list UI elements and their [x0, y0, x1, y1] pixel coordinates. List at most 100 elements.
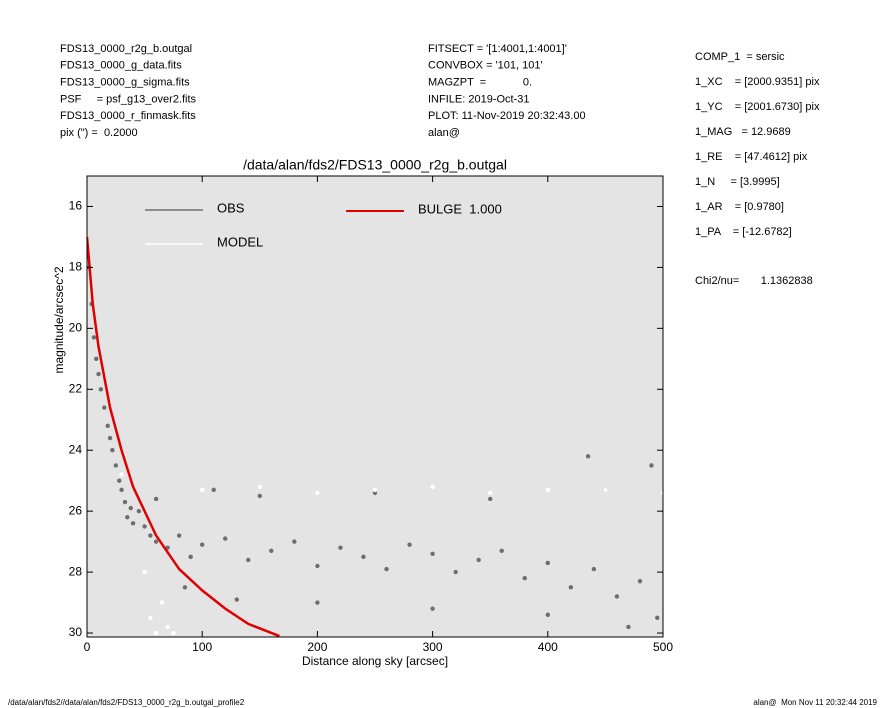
- data-point: [176, 533, 182, 538]
- data-point: [200, 542, 205, 547]
- data-point: [148, 615, 153, 621]
- data-point: [153, 539, 159, 544]
- header-center-line: PLOT: 11-Nov-2019 20:32:43.00: [428, 110, 586, 122]
- data-point: [614, 594, 620, 599]
- header-left-line: FDS13_0000_g_sigma.fits: [60, 77, 190, 89]
- y-tick-label: 24: [69, 442, 83, 456]
- plot-frame: [86, 175, 664, 638]
- data-point: [159, 600, 165, 605]
- x-tick-label: 0: [84, 640, 91, 654]
- data-point: [372, 490, 378, 496]
- data-point: [98, 387, 104, 392]
- data-point: [407, 542, 412, 547]
- data-point: [128, 505, 133, 511]
- data-point: [430, 551, 435, 557]
- header-right-line: 1_RE = [47.4612] pix: [695, 151, 808, 163]
- header-center-line: FITSECT = '[1:4001,1:4001]': [428, 43, 567, 55]
- header-right-line: 1_XC = [2000.9351] pix: [695, 76, 820, 88]
- data-point: [182, 585, 188, 590]
- data-point: [545, 487, 550, 493]
- data-point: [338, 545, 343, 550]
- data-point: [142, 524, 147, 529]
- chi2-text: Chi2/nu= 1.1362838: [695, 275, 813, 287]
- data-point: [119, 487, 124, 493]
- data-point: [188, 554, 193, 560]
- data-point: [522, 575, 527, 581]
- header-left-line: FDS13_0000_g_data.fits: [60, 60, 182, 72]
- data-point: [125, 515, 130, 520]
- legend-label: MODEL: [217, 234, 263, 249]
- plot-background: [87, 176, 663, 637]
- data-point: [165, 624, 170, 630]
- data-point: [585, 454, 591, 459]
- legend-label: OBS: [217, 200, 245, 215]
- data-point: [142, 569, 147, 575]
- data-point: [171, 630, 176, 636]
- data-point: [153, 630, 159, 636]
- data-point: [257, 493, 262, 499]
- data-point: [568, 585, 574, 590]
- footer-left: /data/alan/fds2//data/alan/fds2/FDS13_00…: [8, 698, 245, 707]
- data-point: [105, 423, 110, 429]
- data-point: [107, 435, 113, 441]
- header-center-line: MAGZPT = 0.: [428, 77, 532, 89]
- y-tick-label: 16: [69, 199, 83, 213]
- header-left-line: pix (") = 0.2000: [60, 127, 138, 139]
- x-axis-label: Distance along sky [arcsec]: [302, 654, 448, 668]
- y-tick-label: 20: [69, 321, 83, 335]
- data-point: [545, 612, 550, 617]
- x-tick-label: 400: [538, 640, 558, 654]
- data-point: [488, 496, 493, 502]
- data-point: [655, 615, 660, 621]
- data-point: [136, 508, 142, 514]
- data-point: [315, 563, 320, 569]
- data-point: [200, 487, 205, 493]
- data-point: [211, 487, 216, 493]
- data-point: [102, 405, 107, 410]
- data-point: [246, 557, 251, 563]
- data-point: [591, 566, 597, 572]
- header-right-line: 1_PA = [-12.6782]: [695, 226, 792, 238]
- data-point: [384, 566, 389, 572]
- header-right-line: 1_YC = [2001.6730] pix: [695, 101, 820, 113]
- data-point: [430, 606, 435, 611]
- data-point: [96, 371, 101, 377]
- data-point: [545, 560, 550, 566]
- data-point: [234, 597, 239, 602]
- x-tick-label: 300: [423, 640, 443, 654]
- y-tick-label: 18: [69, 260, 83, 274]
- data-point: [269, 548, 274, 553]
- data-point: [660, 490, 663, 496]
- data-point: [122, 499, 128, 505]
- x-tick-label: 500: [653, 640, 673, 654]
- legend-label: BULGE 1.000: [418, 201, 502, 216]
- data-point: [130, 521, 136, 526]
- y-tick-label: 28: [69, 564, 83, 578]
- data-point: [476, 557, 481, 563]
- header-center-line: INFILE: 2019-Oct-31: [428, 93, 530, 105]
- x-tick-label: 100: [192, 640, 212, 654]
- data-point: [257, 484, 262, 489]
- data-point: [292, 539, 297, 544]
- data-point: [372, 487, 378, 493]
- header-right-line: 1_N = [3.9995]: [695, 176, 780, 188]
- data-point: [110, 448, 115, 453]
- header-right-line: COMP_1 = sersic: [695, 51, 785, 63]
- y-tick-label: 22: [69, 381, 83, 395]
- header-right-line: 1_AR = [0.9780]: [695, 201, 784, 213]
- data-point: [91, 335, 97, 340]
- y-tick-label: 26: [69, 503, 83, 517]
- data-point: [148, 533, 153, 538]
- y-axis-label: magnitude/arcsec^2: [52, 266, 66, 373]
- header-left-line: FDS13_0000_r_finmask.fits: [60, 110, 196, 122]
- y-tick-label: 30: [69, 625, 83, 639]
- header-left-line: FDS13_0000_r2g_b.outgal: [60, 43, 192, 55]
- data-point: [315, 600, 320, 605]
- profile-line: [87, 236, 280, 637]
- footer-right: alan@ Mon Nov 11 20:32:44 2019: [753, 698, 877, 707]
- data-point: [361, 554, 366, 560]
- data-point: [94, 356, 99, 362]
- data-point: [488, 490, 493, 496]
- data-point: [453, 569, 458, 575]
